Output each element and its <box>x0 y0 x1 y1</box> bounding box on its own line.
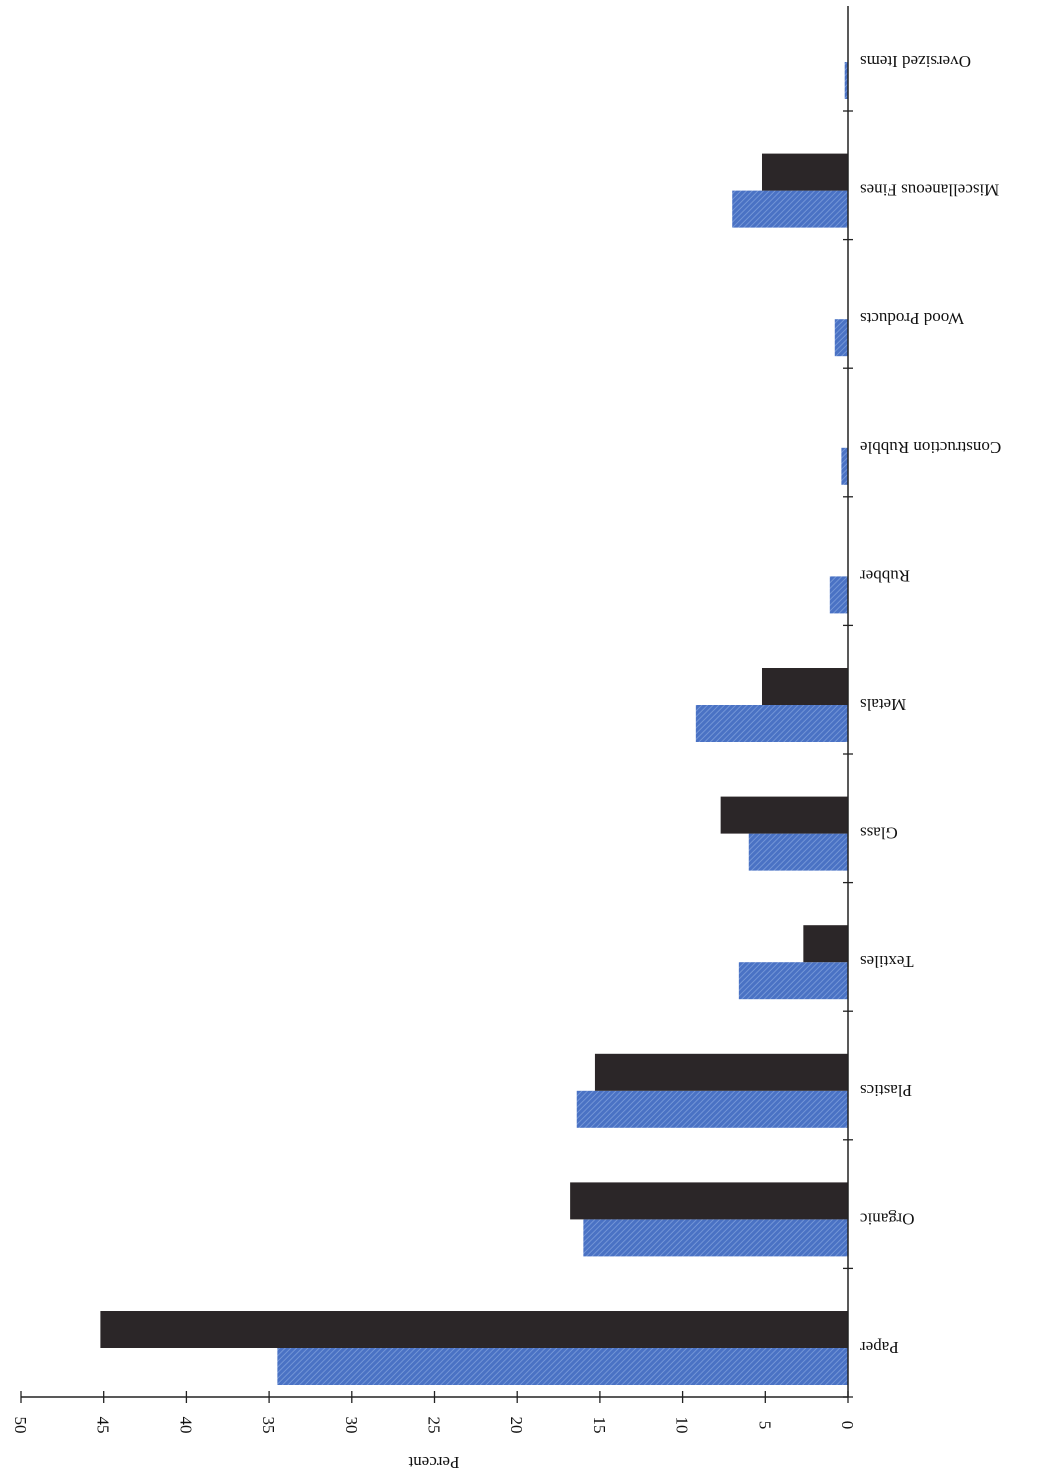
category-label-3: Textiles <box>860 952 914 971</box>
category-label-0: Paper <box>860 1338 899 1357</box>
bar-1-1 <box>583 1219 848 1257</box>
bar-1-2 <box>576 1090 848 1128</box>
x-tick-label-45: 45 <box>94 1417 113 1434</box>
bar-1-3 <box>738 962 848 1000</box>
bars-layer <box>100 62 848 1385</box>
x-tick-label-5: 5 <box>755 1421 774 1430</box>
category-label-2: Plastics <box>860 1081 912 1100</box>
ticks-layer: 0 5 10 15 20 25 30 35 40 45 50 <box>11 110 857 1434</box>
bar-1-0 <box>277 1348 848 1385</box>
rotated-plot-group: 0 5 10 15 20 25 30 35 40 45 50 Paper Organic Plastic… <box>11 6 1001 1472</box>
x-tick-label-30: 30 <box>342 1417 361 1434</box>
category-label-7: Construction Rubble <box>860 438 1001 457</box>
bar-1-10 <box>844 62 848 99</box>
category-label-4: Glass <box>860 824 898 843</box>
category-label-8: Wood Products <box>860 309 964 328</box>
x-tick-label-10: 10 <box>673 1417 692 1434</box>
bar-2-2 <box>594 1053 848 1091</box>
x-tick-label-20: 20 <box>507 1417 526 1434</box>
bar-2-5 <box>761 668 848 705</box>
category-label-1: Organic <box>860 1209 915 1228</box>
bar-2-3 <box>803 925 848 963</box>
bar-2-4 <box>720 796 848 834</box>
bar-2-0 <box>100 1311 848 1348</box>
x-tick-label-0: 0 <box>838 1421 857 1430</box>
bar-1-8 <box>834 319 848 357</box>
category-label-5: Metals <box>860 695 906 714</box>
bar-1-7 <box>841 447 848 485</box>
x-tick-label-25: 25 <box>425 1417 444 1434</box>
labels-layer: Paper Organic Plastics Textiles Glass Metals R… <box>860 52 1002 1357</box>
x-tick-label-40: 40 <box>176 1417 195 1434</box>
bar-1-6 <box>829 576 848 614</box>
x-tick-label-15: 15 <box>590 1417 609 1434</box>
bar-1-5 <box>695 705 848 742</box>
bar-2-1 <box>570 1182 848 1220</box>
bar-2-9 <box>761 153 848 191</box>
bar-1-9 <box>732 190 848 228</box>
x-axis-title: Percent <box>408 1453 459 1472</box>
x-tick-label-35: 35 <box>259 1417 278 1434</box>
category-label-10: Oversized Items <box>860 52 971 71</box>
category-label-6: Rubber <box>860 566 910 585</box>
bar-1-4 <box>748 833 848 871</box>
x-tick-label-50: 50 <box>11 1417 30 1434</box>
category-label-9: Miscellaneous Fines <box>860 181 999 200</box>
